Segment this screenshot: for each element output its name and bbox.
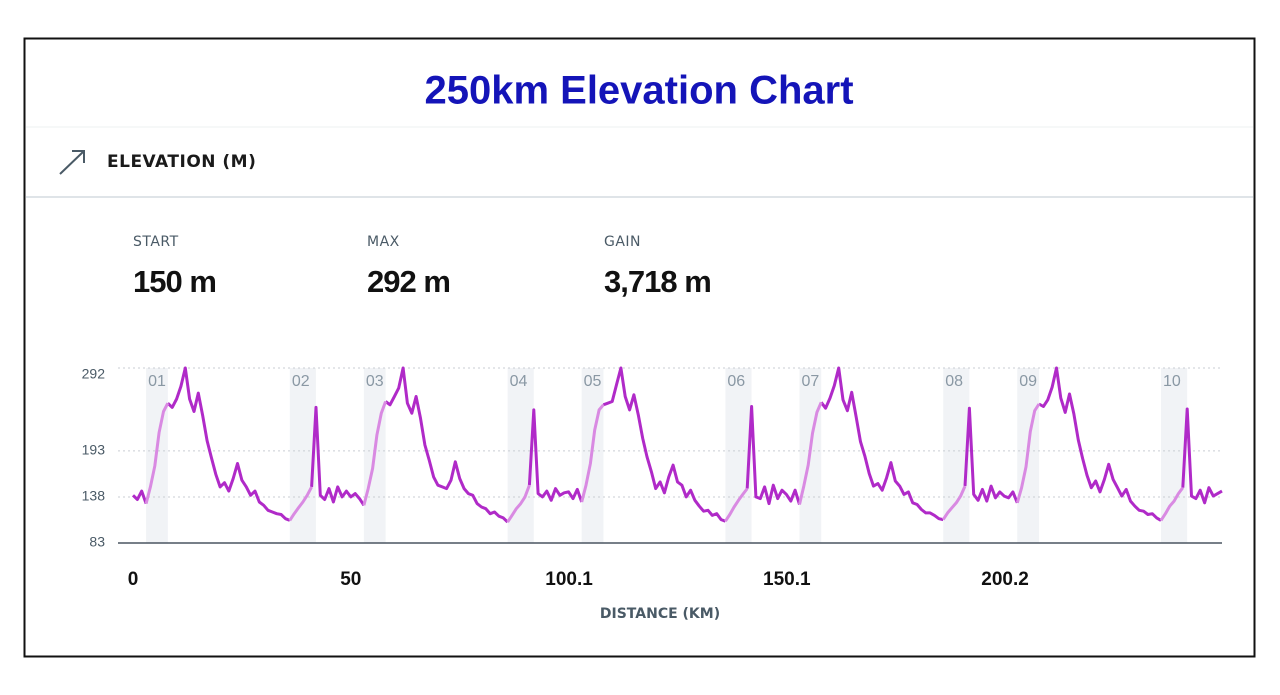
segment-label: 10 <box>1163 373 1181 390</box>
segment-label: 06 <box>727 373 745 390</box>
chart-title: 250km Elevation Chart <box>424 69 853 113</box>
panel-heading: ELEVATION (M) <box>107 152 256 172</box>
y-tick-label: 83 <box>89 534 105 550</box>
stat-value: 150 m <box>133 264 216 299</box>
segment-label: 01 <box>148 373 166 390</box>
x-axis-label: DISTANCE (KM) <box>600 606 720 622</box>
stat-value: 292 m <box>367 264 450 299</box>
segment-label: 04 <box>510 373 528 390</box>
x-tick-label: 150.1 <box>763 569 811 590</box>
stat-value: 3,718 m <box>604 264 711 299</box>
segment-label: 05 <box>584 373 602 390</box>
frame <box>23 37 1256 658</box>
stat-label: START <box>133 234 179 250</box>
x-tick-label: 50 <box>340 569 361 590</box>
trend-icon <box>59 150 85 175</box>
y-tick-label: 292 <box>82 366 106 382</box>
segment-label: 07 <box>801 373 819 390</box>
stat-label: GAIN <box>604 234 641 250</box>
y-tick-label: 193 <box>82 442 106 458</box>
stat-label: MAX <box>367 234 400 250</box>
x-tick-label: 0 <box>128 569 139 590</box>
elevation-line <box>131 366 1223 524</box>
elevation-line <box>144 400 1185 523</box>
y-tick-label: 138 <box>82 488 106 504</box>
segment-label: 08 <box>945 373 963 390</box>
segment-label: 09 <box>1019 373 1037 390</box>
segment-label: 03 <box>366 373 384 390</box>
x-tick-label: 200.2 <box>981 569 1029 590</box>
x-tick-label: 100.1 <box>545 569 593 590</box>
segment-label: 02 <box>292 373 310 390</box>
